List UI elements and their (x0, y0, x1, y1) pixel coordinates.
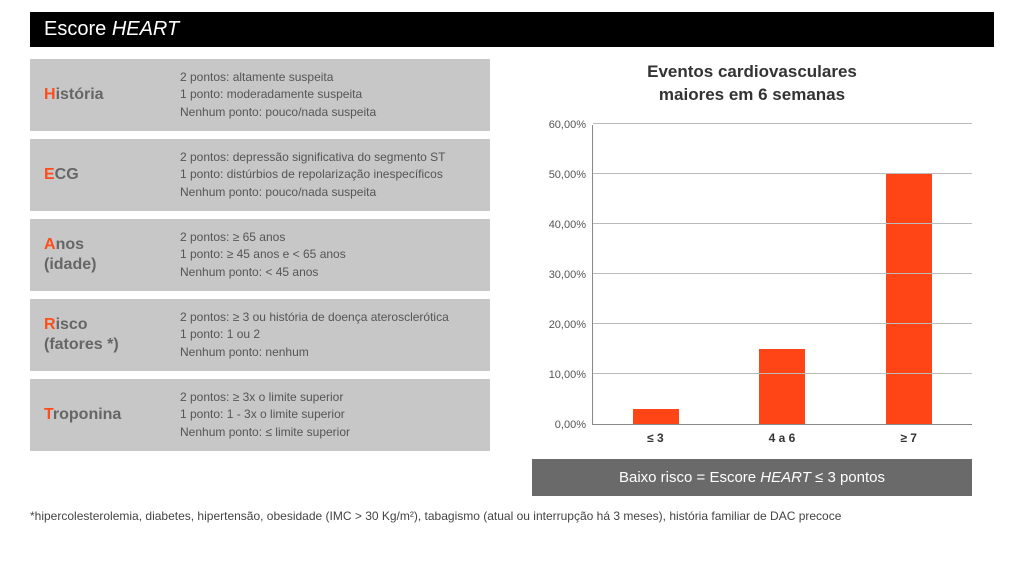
riskbox-prefix: Baixo risco = Escore (619, 469, 760, 486)
main-grid: História2 pontos: altamente suspeita1 po… (30, 59, 994, 496)
title-prefix: Escore (44, 18, 112, 40)
bar (886, 174, 932, 424)
x-axis-labels: ≤ 3 4 a 6 ≥ 7 (532, 425, 972, 445)
y-tick-label: 50,00% (549, 169, 586, 181)
grid-line (593, 223, 972, 224)
score-row: Anos(idade)2 pontos: ≥ 65 anos1 ponto: ≥… (30, 219, 490, 291)
page-title: Escore HEART (30, 12, 994, 47)
chart-column: Eventos cardiovasculares maiores em 6 se… (510, 59, 994, 496)
score-row: Risco(fatores *)2 pontos: ≥ 3 ou históri… (30, 299, 490, 371)
x-tick-label: 4 a 6 (759, 425, 805, 445)
y-tick-label: 10,00% (549, 369, 586, 381)
grid-line (593, 173, 972, 174)
score-description: 2 pontos: ≥ 65 anos1 ponto: ≥ 45 anos e … (180, 221, 490, 289)
score-description: 2 pontos: altamente suspeita1 ponto: mod… (180, 61, 490, 129)
grid-line (593, 273, 972, 274)
bar (759, 349, 805, 424)
riskbox-suffix: ≤ 3 pontos (811, 469, 885, 486)
chart-title-line2: maiores em 6 semanas (659, 85, 845, 104)
x-tick-label: ≥ 7 (886, 425, 932, 445)
y-tick-label: 60,00% (549, 119, 586, 131)
chart-title: Eventos cardiovasculares maiores em 6 se… (647, 61, 857, 107)
score-description: 2 pontos: depressão significativa do seg… (180, 141, 490, 209)
score-label: Troponina (30, 397, 180, 433)
score-label: Risco(fatores *) (30, 307, 180, 363)
y-axis: 0,00%10,00%20,00%30,00%40,00%50,00%60,00… (532, 125, 592, 425)
risk-summary-box: Baixo risco = Escore HEART ≤ 3 pontos (532, 459, 972, 496)
chart-title-line1: Eventos cardiovasculares (647, 62, 857, 81)
chart-area: 0,00%10,00%20,00%30,00%40,00%50,00%60,00… (532, 125, 972, 425)
score-label: ECG (30, 157, 180, 193)
y-tick-label: 40,00% (549, 219, 586, 231)
title-italic: HEART (112, 18, 179, 40)
footnote: *hipercolesterolemia, diabetes, hiperten… (30, 508, 994, 525)
grid-line (593, 323, 972, 324)
score-row: Troponina2 pontos: ≥ 3x o limite superio… (30, 379, 490, 451)
score-column: História2 pontos: altamente suspeita1 po… (30, 59, 490, 496)
y-tick-label: 30,00% (549, 269, 586, 281)
x-tick-label: ≤ 3 (632, 425, 678, 445)
bar (633, 409, 679, 424)
score-description: 2 pontos: ≥ 3 ou história de doença ater… (180, 301, 490, 369)
score-label: Anos(idade) (30, 227, 180, 283)
y-tick-label: 0,00% (555, 419, 586, 431)
grid-line (593, 123, 972, 124)
plot-area (592, 125, 972, 425)
y-tick-label: 20,00% (549, 319, 586, 331)
score-label: História (30, 77, 180, 113)
bars-container (593, 125, 972, 424)
grid-line (593, 373, 972, 374)
score-row: ECG2 pontos: depressão significativa do … (30, 139, 490, 211)
riskbox-italic: HEART (760, 469, 811, 486)
score-row: História2 pontos: altamente suspeita1 po… (30, 59, 490, 131)
score-description: 2 pontos: ≥ 3x o limite superior1 ponto:… (180, 381, 490, 449)
